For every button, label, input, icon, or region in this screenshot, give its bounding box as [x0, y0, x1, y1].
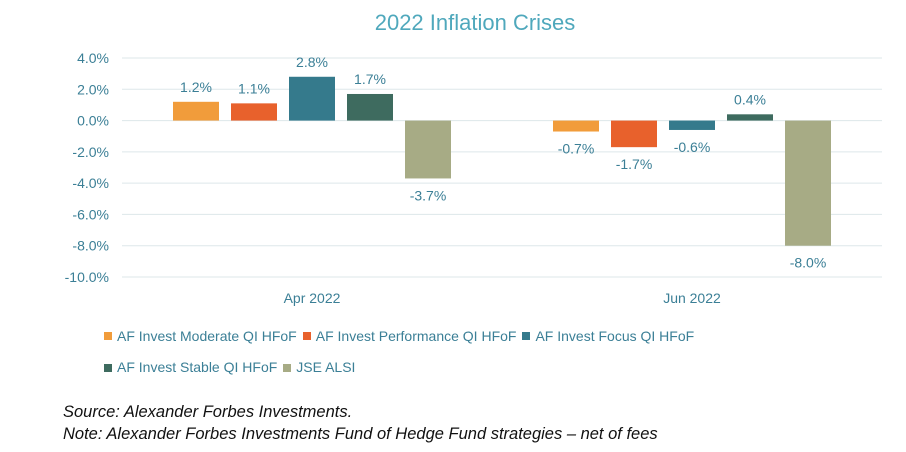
footnote: Note: Alexander Forbes Investments Fund …	[63, 425, 658, 443]
bar	[231, 103, 277, 121]
data-label: 2.8%	[296, 54, 328, 70]
y-tick-label: 0.0%	[77, 113, 109, 129]
y-tick-label: -6.0%	[72, 206, 109, 222]
y-tick-label: 4.0%	[77, 50, 109, 66]
y-tick-label: -2.0%	[72, 144, 109, 160]
x-tick-label: Apr 2022	[284, 290, 341, 306]
data-label: -0.6%	[674, 139, 711, 155]
data-label: 1.7%	[354, 71, 386, 87]
bar	[289, 76, 335, 121]
legend-label: AF Invest Stable QI HFoF	[117, 359, 278, 375]
y-tick-label: -10.0%	[65, 269, 109, 285]
legend-item: AF Invest Moderate QI HFoF	[104, 321, 297, 352]
y-tick-label: -4.0%	[72, 175, 109, 191]
bar	[611, 120, 657, 148]
x-axis: Apr 2022 Jun 2022	[284, 290, 721, 306]
y-tick-label: 2.0%	[77, 81, 109, 97]
legend-item: JSE ALSI	[283, 352, 355, 383]
bar	[553, 120, 599, 132]
y-axis: 4.0% 2.0% 0.0% -2.0% -4.0% -6.0% -8.0% -10.0%	[65, 50, 109, 285]
legend-swatch	[302, 332, 311, 340]
bar	[347, 93, 393, 121]
data-labels: 1.2% 1.1% 2.8% 1.7% -3.7% -0.7% -1.7% -0.6% 0.4%…	[180, 54, 826, 271]
source-note: Source: Alexander Forbes Investments.	[63, 403, 353, 421]
legend-item: AF Invest Focus QI HFoF	[522, 321, 694, 352]
bar	[669, 120, 715, 130]
bars	[173, 76, 831, 246]
legend-item: AF Invest Stable QI HFoF	[104, 352, 277, 383]
legend-label: AF Invest Focus QI HFoF	[535, 327, 695, 344]
legend-swatch	[104, 363, 112, 372]
gridlines	[122, 57, 882, 278]
bar	[785, 120, 831, 246]
legend-label: AF Invest Performance QI HFoF	[315, 327, 517, 344]
data-label: -3.7%	[410, 187, 447, 203]
legend: AF Invest Moderate QI HFoF AF Invest Perf…	[104, 320, 824, 383]
legend-item: AF Invest Performance QI HFoF	[302, 321, 517, 352]
data-label: 0.4%	[734, 91, 766, 107]
data-label: 1.2%	[180, 79, 212, 95]
y-tick-label: -8.0%	[72, 238, 109, 254]
legend-label: AF Invest Moderate QI HFoF	[117, 327, 297, 344]
chart-title: 2022 Inflation Crises	[375, 10, 576, 35]
bar	[727, 114, 773, 121]
data-label: 1.1%	[238, 80, 270, 96]
data-label: -1.7%	[616, 156, 653, 172]
data-label: -8.0%	[790, 255, 827, 271]
x-tick-label: Jun 2022	[663, 290, 721, 306]
notes: Source: Alexander Forbes Investments. No…	[63, 401, 658, 445]
legend-swatch	[104, 332, 112, 340]
bar	[405, 120, 451, 179]
legend-label: JSE ALSI	[296, 359, 356, 375]
data-label: -0.7%	[558, 141, 595, 157]
bar	[173, 101, 219, 121]
legend-swatch	[283, 363, 292, 372]
legend-swatch	[522, 332, 531, 340]
